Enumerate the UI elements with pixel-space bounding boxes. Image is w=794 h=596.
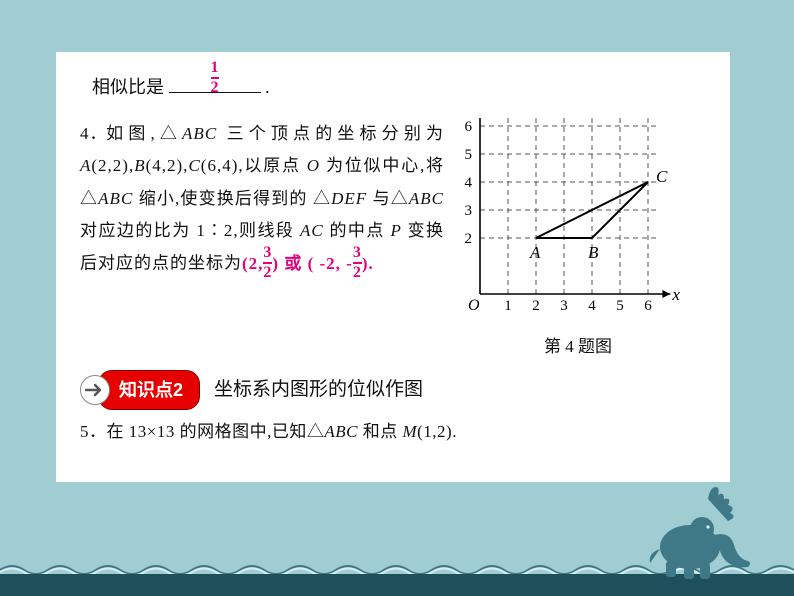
question-5: 5．在 13×13 的网格图中,已知△ABC 和点 M(1,2). — [80, 416, 712, 448]
svg-text:4: 4 — [588, 298, 596, 314]
svg-text:x: x — [671, 285, 680, 304]
knowledge-point-row: 知识点2 坐标系内图形的位似作图 — [80, 370, 712, 410]
svg-text:4: 4 — [465, 175, 473, 191]
arrow-icon — [80, 375, 110, 405]
q5-number: 5． — [80, 422, 107, 441]
question-4-figure: 12345623456OxyABC 第 4 题图 — [444, 118, 712, 364]
page-card: 相似比是 1 2 . 4．如图,△ABC 三个顶点的坐标分别为 A(2,2),B… — [56, 52, 730, 482]
svg-text:2: 2 — [465, 231, 473, 247]
svg-text:A: A — [529, 243, 541, 262]
question-4-text: 4．如图,△ABC 三个顶点的坐标分别为 A(2,2),B(4,2),C(6,4… — [80, 118, 444, 364]
svg-text:3: 3 — [560, 298, 568, 314]
ratio-suffix: . — [265, 77, 270, 97]
svg-text:C: C — [656, 167, 668, 186]
knowledge-point-title: 坐标系内图形的位似作图 — [214, 372, 423, 408]
svg-text:5: 5 — [465, 147, 473, 163]
q4-body: 如图,△ABC 三个顶点的坐标分别为 A(2,2),B(4,2),C(6,4),… — [80, 124, 444, 273]
q4-number: 4． — [80, 118, 102, 150]
line-similar-ratio: 相似比是 1 2 . — [92, 70, 712, 104]
q4-answer: (2,32) 或 ( -2, -32). — [242, 254, 374, 273]
elephant-icon — [644, 485, 754, 586]
svg-text:6: 6 — [644, 298, 652, 314]
coord-plane: 12345623456OxyABC — [444, 118, 704, 318]
svg-text:2: 2 — [532, 298, 540, 314]
knowledge-point-pill: 知识点2 — [98, 370, 200, 410]
figure-caption: 第 4 题图 — [444, 331, 712, 363]
svg-text:O: O — [468, 297, 480, 314]
ratio-prefix: 相似比是 — [92, 77, 164, 97]
question-4: 4．如图,△ABC 三个顶点的坐标分别为 A(2,2),B(4,2),C(6,4… — [80, 118, 712, 364]
ratio-blank: 1 2 — [169, 73, 261, 93]
svg-text:5: 5 — [616, 298, 624, 314]
svg-text:1: 1 — [504, 298, 512, 314]
svg-text:B: B — [588, 243, 599, 262]
q5-text: 在 13×13 的网格图中,已知△ABC 和点 M(1,2). — [107, 422, 457, 441]
ratio-answer: 1 2 — [211, 60, 219, 96]
svg-text:6: 6 — [465, 119, 473, 135]
svg-text:3: 3 — [465, 203, 473, 219]
